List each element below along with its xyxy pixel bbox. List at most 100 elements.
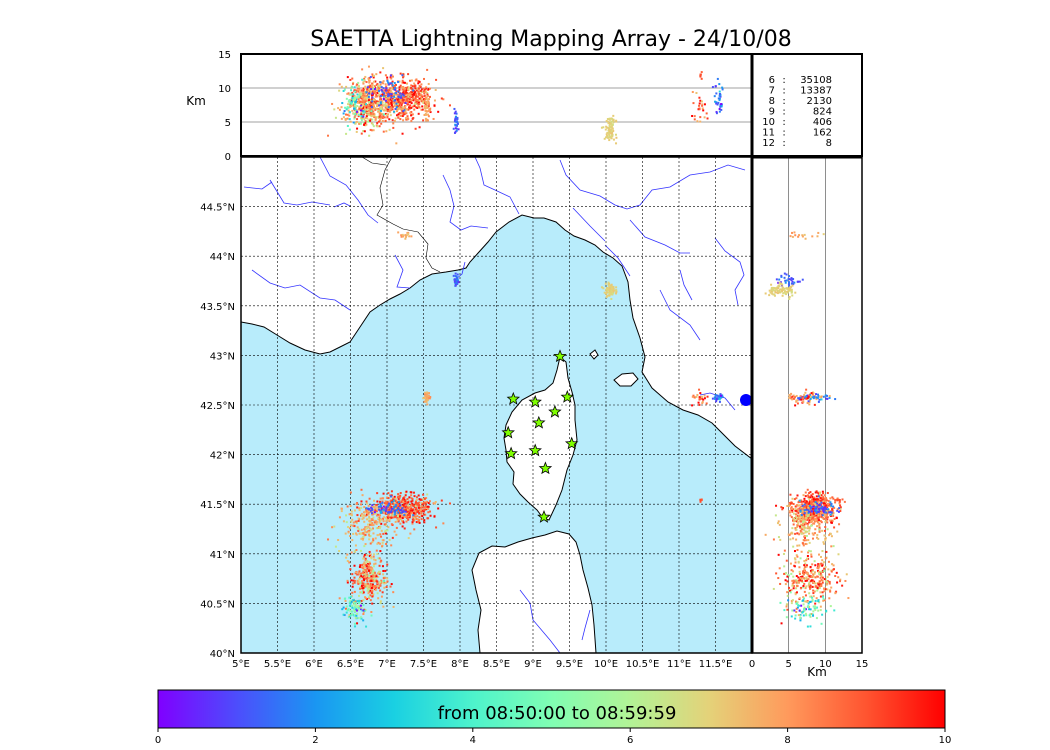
lightning-source-point-side <box>785 605 788 608</box>
lightning-source-point <box>429 514 432 517</box>
lightning-source-point <box>609 290 612 293</box>
lightning-source-point-top <box>357 98 360 101</box>
lightning-source-point-side <box>829 519 832 522</box>
lightning-source-point-top <box>384 120 387 123</box>
lightning-source-point-side <box>805 388 808 391</box>
lightning-source-point-side <box>790 506 793 509</box>
lightning-source-point <box>338 597 341 600</box>
lightning-source-point-side <box>792 587 795 590</box>
lightning-source-point-top <box>394 86 397 89</box>
lightning-source-point-side <box>795 497 798 500</box>
lightning-source-point-side <box>828 573 831 576</box>
lightning-source-point-top <box>399 93 402 96</box>
lightning-source-point-side <box>830 535 833 538</box>
lightning-source-point-side <box>799 619 802 622</box>
lightning-source-point-top <box>418 80 421 83</box>
lightning-source-point-top <box>721 88 724 91</box>
lightning-source-point-top <box>718 83 721 86</box>
lightning-source-point <box>400 500 403 503</box>
lightning-source-point <box>371 504 374 507</box>
lightning-source-point-top <box>428 87 431 90</box>
lightning-source-point <box>394 511 397 514</box>
lightning-source-point-side <box>813 560 816 563</box>
lightning-source-point-side <box>826 588 829 591</box>
lightning-source-point-top <box>343 88 346 91</box>
lightning-source-point <box>381 545 384 548</box>
lightning-source-point-top <box>410 106 413 109</box>
lightning-source-point-top <box>419 93 422 96</box>
lightning-source-point-side <box>813 511 816 514</box>
lightning-source-point <box>424 393 427 396</box>
lightning-source-point-side <box>779 582 782 585</box>
lightning-source-point-top <box>395 102 398 105</box>
lightning-source-point-side <box>822 395 825 398</box>
lightning-source-point-side <box>764 533 767 536</box>
lightning-source-point-top <box>357 84 360 87</box>
lightning-source-point-top <box>390 99 393 102</box>
lightning-source-point-top <box>413 105 416 108</box>
lightning-source-point <box>404 237 407 240</box>
lightning-source-point-top <box>366 111 369 114</box>
lightning-source-point-side <box>808 492 811 495</box>
lightning-source-point <box>366 507 369 510</box>
lightning-source-point-top <box>699 75 702 78</box>
lightning-source-point <box>392 500 395 503</box>
lightning-source-point-side <box>815 507 818 510</box>
lightning-source-point-side <box>794 600 797 603</box>
lightning-source-point-side <box>785 293 788 296</box>
lightning-source-point-top <box>350 86 353 89</box>
lightning-source-point <box>344 599 347 602</box>
lightning-source-point-top <box>422 100 425 103</box>
lightning-source-point-top <box>424 101 427 104</box>
lightning-source-point-top <box>365 109 368 112</box>
lightning-source-point-top <box>608 117 611 120</box>
lightning-source-point-top <box>390 96 393 99</box>
lightning-source-point-side <box>792 394 795 397</box>
lightning-source-point-top <box>363 118 366 121</box>
lightning-source-point <box>370 614 373 617</box>
lightning-source-point <box>362 536 365 539</box>
lightning-source-point-top <box>361 98 364 101</box>
lightning-source-point-top <box>384 74 387 77</box>
lightning-source-point-side <box>816 396 819 399</box>
lightning-source-point <box>364 562 367 565</box>
lightning-source-point-top <box>378 125 381 128</box>
lightning-source-point-side <box>828 582 831 585</box>
lightning-source-point <box>355 503 358 506</box>
lightning-source-point-top <box>403 99 406 102</box>
lightning-source-point-side <box>833 517 836 520</box>
lightning-source-point <box>361 563 364 566</box>
lightning-source-point <box>369 562 372 565</box>
lightning-source-point-side <box>810 392 813 395</box>
lightning-source-point-side <box>820 395 823 398</box>
lightning-source-point-top <box>351 95 354 98</box>
lightning-source-point <box>368 517 371 520</box>
lightning-source-point-side <box>793 281 796 284</box>
lightning-source-point-top <box>428 95 431 98</box>
lightning-source-point-top <box>369 113 372 116</box>
lightning-source-point-top <box>367 113 370 116</box>
lightning-source-point-top <box>363 92 366 95</box>
lightning-source-point-top <box>394 117 397 120</box>
lightning-source-point-top <box>350 99 353 102</box>
lightning-source-point <box>364 577 367 580</box>
lightning-source-point <box>355 614 358 617</box>
lightning-source-point <box>411 522 414 525</box>
station-star-icon <box>560 389 575 403</box>
lightning-source-point-side <box>786 591 789 594</box>
lightning-source-point-side <box>823 494 826 497</box>
lightning-source-point-side <box>797 576 800 579</box>
lightning-source-point-side <box>811 235 814 238</box>
lightning-source-point-top <box>398 112 401 115</box>
lightning-source-point-side <box>796 549 799 552</box>
lightning-source-point <box>411 508 414 511</box>
lightning-source-point-top <box>372 92 375 95</box>
lightning-source-point <box>377 517 380 520</box>
lightning-source-point <box>427 502 430 505</box>
lightning-source-point-top <box>381 81 384 84</box>
top-panel-points <box>327 65 724 145</box>
lightning-source-point-side <box>809 580 812 583</box>
lightning-source-point <box>380 535 383 538</box>
lightning-source-point-top <box>409 104 412 107</box>
lightning-source-point-top <box>427 82 430 85</box>
